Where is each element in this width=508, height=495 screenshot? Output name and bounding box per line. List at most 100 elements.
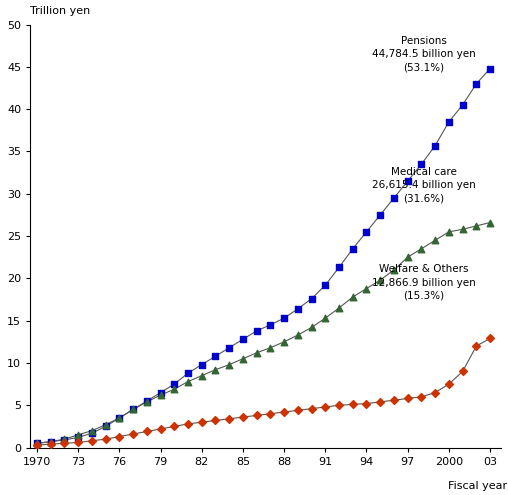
Point	[362, 399, 370, 407]
Point	[445, 118, 453, 126]
Point	[129, 405, 137, 413]
Point	[294, 406, 302, 414]
Point	[321, 314, 329, 322]
Point	[143, 397, 151, 405]
Point	[60, 435, 69, 443]
Point	[129, 405, 137, 413]
Point	[33, 440, 41, 447]
Point	[335, 304, 343, 312]
Point	[294, 331, 302, 339]
Point	[184, 420, 192, 428]
Point	[102, 435, 110, 443]
Point	[418, 245, 426, 253]
Point	[280, 314, 288, 322]
Point	[129, 430, 137, 438]
Point	[459, 225, 467, 233]
Point	[307, 295, 315, 302]
Point	[348, 245, 357, 253]
Point	[33, 440, 41, 447]
Point	[115, 433, 123, 441]
Point	[33, 441, 41, 449]
Point	[225, 415, 233, 423]
Point	[307, 405, 315, 413]
Point	[198, 372, 206, 380]
Point	[239, 355, 247, 363]
Point	[88, 427, 96, 435]
Point	[74, 439, 82, 446]
Point	[348, 400, 357, 408]
Point	[60, 440, 69, 447]
Point	[156, 391, 165, 399]
Point	[170, 422, 178, 430]
Point	[211, 366, 219, 374]
Point	[252, 349, 261, 357]
Point	[362, 285, 370, 293]
Text: Medical care
26,615.4 billion yen
(31.6%): Medical care 26,615.4 billion yen (31.6%…	[372, 167, 476, 203]
Point	[115, 414, 123, 422]
Point	[362, 228, 370, 236]
Point	[88, 429, 96, 437]
Point	[156, 425, 165, 433]
Point	[486, 219, 494, 227]
Point	[335, 401, 343, 409]
Point	[418, 393, 426, 401]
Point	[266, 321, 274, 329]
Point	[431, 389, 439, 396]
Point	[47, 438, 55, 446]
Point	[115, 414, 123, 422]
Point	[321, 403, 329, 411]
Text: Pensions
44,784.5 billion yen
(53.1%): Pensions 44,784.5 billion yen (53.1%)	[372, 36, 476, 72]
Point	[321, 281, 329, 289]
Point	[459, 367, 467, 375]
Point	[431, 142, 439, 149]
Point	[472, 222, 481, 230]
Point	[88, 437, 96, 445]
Point	[211, 416, 219, 424]
Point	[239, 335, 247, 343]
Point	[225, 344, 233, 351]
Point	[170, 380, 178, 388]
X-axis label: Fiscal year: Fiscal year	[448, 482, 507, 492]
Text: Welfare & Others
12,866.9 billion yen
(15.3%): Welfare & Others 12,866.9 billion yen (1…	[372, 264, 476, 301]
Point	[472, 342, 481, 350]
Point	[445, 228, 453, 236]
Point	[102, 421, 110, 429]
Point	[198, 361, 206, 369]
Point	[47, 440, 55, 448]
Point	[376, 276, 384, 284]
Point	[376, 398, 384, 406]
Point	[431, 236, 439, 244]
Point	[335, 263, 343, 271]
Point	[459, 101, 467, 109]
Point	[170, 385, 178, 393]
Point	[404, 253, 412, 261]
Point	[74, 434, 82, 442]
Point	[390, 266, 398, 274]
Point	[266, 344, 274, 351]
Point	[404, 177, 412, 185]
Point	[225, 361, 233, 369]
Point	[445, 380, 453, 388]
Point	[252, 411, 261, 419]
Point	[280, 408, 288, 416]
Point	[404, 395, 412, 402]
Point	[472, 80, 481, 88]
Point	[266, 410, 274, 418]
Point	[307, 323, 315, 331]
Point	[74, 431, 82, 439]
Point	[348, 293, 357, 301]
Point	[156, 389, 165, 396]
Point	[390, 396, 398, 404]
Point	[60, 436, 69, 444]
Point	[294, 305, 302, 313]
Point	[418, 160, 426, 168]
Point	[376, 211, 384, 219]
Point	[211, 352, 219, 360]
Point	[390, 194, 398, 202]
Point	[47, 438, 55, 446]
Point	[486, 335, 494, 343]
Point	[143, 428, 151, 436]
Point	[486, 65, 494, 73]
Text: Trillion yen: Trillion yen	[30, 6, 90, 16]
Point	[102, 422, 110, 430]
